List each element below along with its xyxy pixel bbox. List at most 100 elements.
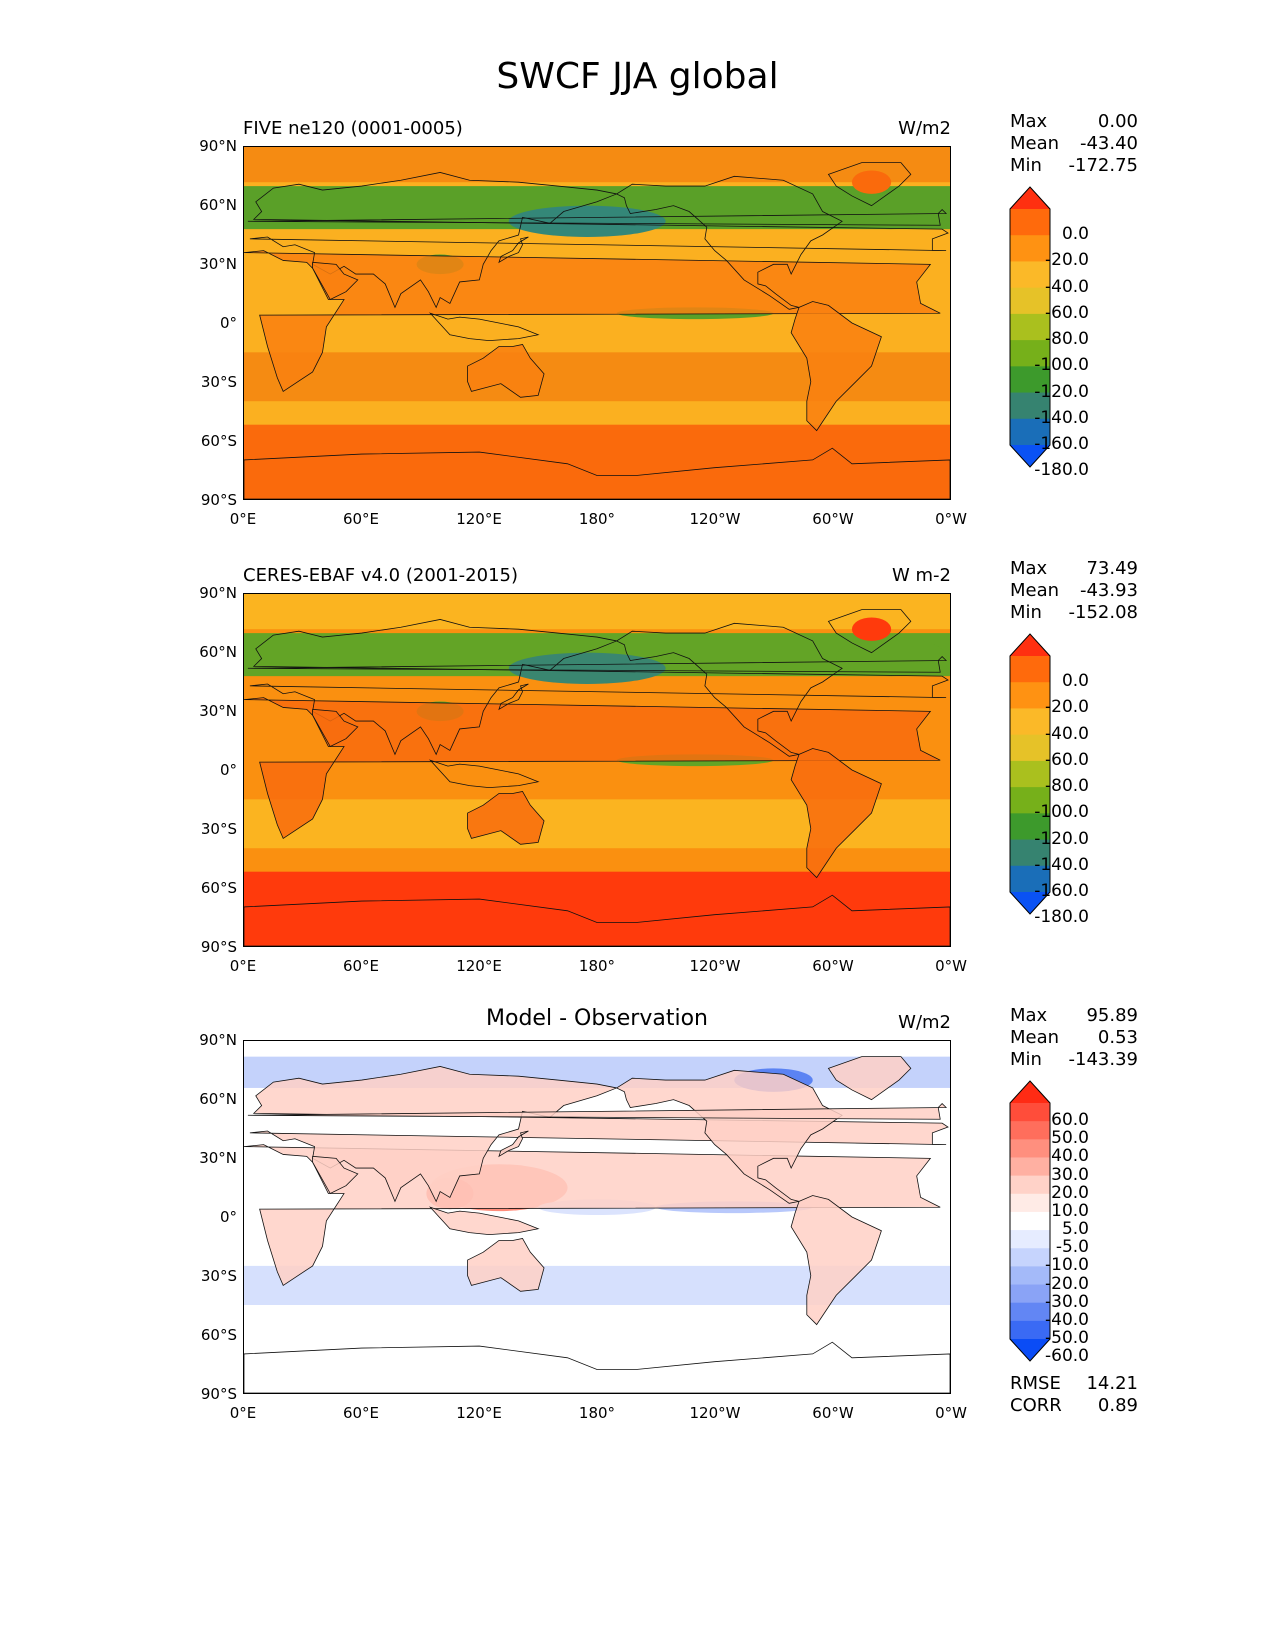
coast-indonesia [428, 759, 540, 788]
x-tick-label: 0°W [935, 510, 967, 528]
colorbar-label: -160.0 [1034, 434, 1089, 454]
colorbar-label: -50.0 [1045, 1328, 1089, 1348]
stat-min-label: Min [1010, 1049, 1042, 1070]
y-tick-label: 30°N [199, 702, 237, 720]
y-tick-label: 0° [219, 314, 237, 332]
coast-south-america [790, 748, 882, 879]
greenland-low-cloud [851, 170, 892, 194]
north-pacific-cloud-core [508, 652, 666, 684]
stat-min-label: Min [1010, 602, 1042, 623]
panel-units: W m-2 [891, 565, 951, 586]
coast-arabia [312, 261, 359, 301]
coast-uk [247, 1102, 948, 1120]
stat-min-value: -172.75 [1068, 155, 1138, 176]
coast-japan [498, 1130, 529, 1158]
colorbar-segment [1010, 734, 1050, 762]
y-tick-label: 60°N [199, 643, 237, 661]
map-field [244, 1041, 950, 1393]
stat-mean: Mean -43.40 [1010, 133, 1138, 155]
x-tick-label: 60°W [812, 957, 854, 975]
colorbar-outline [1009, 633, 1051, 915]
colorbar-segment [1010, 1193, 1050, 1213]
stat-mean: Mean -43.93 [1010, 580, 1138, 602]
stat-max-label: Max [1010, 558, 1048, 579]
metric-rmse: RMSE 14.21 [1010, 1373, 1138, 1395]
map-panel [243, 146, 951, 500]
coast-uk [247, 208, 948, 226]
colorbar-segment [1010, 418, 1050, 446]
colorbar-segment [1010, 813, 1050, 841]
colorbar-label: -140.0 [1034, 854, 1089, 875]
x-tick-label: 60°W [812, 1404, 854, 1422]
colorbar-label: -140.0 [1034, 407, 1089, 428]
coast-south-america [790, 301, 882, 432]
coast-australia [467, 1238, 545, 1292]
y-tick-label: 90°N [199, 137, 237, 155]
colorbar [1009, 1080, 1051, 1362]
southern-ocean-band [244, 424, 950, 499]
colorbar-label: -30.0 [1045, 1291, 1089, 1312]
coast-antarctica [244, 447, 950, 499]
stat-mean-label: Mean [1010, 1027, 1060, 1048]
colorbar-segment [1010, 708, 1050, 736]
x-tick-label: 0°W [935, 957, 967, 975]
colorbar-container [1009, 633, 1051, 919]
stat-max: Max 0.00 [1010, 111, 1138, 133]
colorbar-container [1009, 1080, 1051, 1366]
colorbar-label: -5.0 [1055, 1237, 1089, 1258]
colorbar-label: -60.0 [1045, 749, 1089, 770]
continents [244, 162, 950, 499]
figure-title: SWCF JJA global [496, 56, 779, 97]
colorbar-label: -180.0 [1034, 907, 1089, 928]
colorbar-top-extend [1010, 634, 1050, 656]
x-tick-label: 180° [578, 1404, 616, 1422]
x-tick-label: 0°E [229, 510, 257, 528]
coast-uk [247, 655, 948, 673]
coast-australia [467, 791, 545, 845]
colorbar-segment [1010, 1211, 1050, 1231]
x-tick-label: 120°W [689, 957, 741, 975]
colorbar-bottom-extend [1010, 445, 1050, 467]
stat-max-value: 0.00 [1097, 111, 1138, 132]
metric-rmse-value: 14.21 [1086, 1373, 1138, 1394]
colorbar-segment [1010, 1121, 1050, 1140]
stat-mean-label: Mean [1010, 580, 1060, 601]
x-tick-label: 120°W [689, 510, 741, 528]
colorbar-outline [1009, 1080, 1051, 1362]
stat-min: Min -143.39 [1010, 1049, 1138, 1071]
colorbar-segment [1010, 1266, 1050, 1286]
x-tick-label: 60°E [342, 957, 380, 975]
y-tick-label: 30°N [199, 255, 237, 273]
y-tick-label: 60°N [199, 1090, 237, 1108]
colorbar-label: -20.0 [1045, 697, 1089, 718]
coast-japan [498, 683, 529, 711]
colorbar-segment [1010, 1248, 1050, 1267]
coast-australia [467, 344, 545, 398]
colorbar-label: 50.0 [1051, 1128, 1089, 1149]
southern-ocean-band [244, 871, 950, 946]
stat-min-label: Min [1010, 155, 1042, 176]
map-panel [243, 593, 951, 947]
coast-arabia [312, 708, 359, 748]
x-tick-label: 60°W [812, 510, 854, 528]
map-field [244, 594, 950, 946]
y-tick-label: 60°S [200, 1326, 237, 1344]
coast-antarctica [244, 894, 950, 946]
coast-north-america [615, 1069, 843, 1204]
metric-rmse-label: RMSE [1010, 1373, 1061, 1394]
stat-min: Min -172.75 [1010, 155, 1138, 177]
stat-mean-label: Mean [1010, 133, 1060, 154]
panel-stats: Max 0.00 Mean -43.40 Min -172.75 [1010, 111, 1138, 177]
x-tick-label: 180° [578, 510, 616, 528]
colorbar [1009, 633, 1051, 915]
colorbar-segment [1010, 1175, 1050, 1195]
colorbar-outline [1009, 186, 1051, 468]
colorbar-segment [1010, 209, 1050, 236]
panel-title: Model - Observation [486, 1006, 708, 1031]
colorbar-label: -20.0 [1045, 250, 1089, 271]
stat-mean-value: -43.93 [1079, 580, 1138, 601]
x-tick-label: 60°E [342, 510, 380, 528]
colorbar-label: -60.0 [1045, 302, 1089, 323]
colorbar-bottom-extend [1010, 1339, 1050, 1361]
metric-corr: CORR 0.89 [1010, 1395, 1138, 1417]
